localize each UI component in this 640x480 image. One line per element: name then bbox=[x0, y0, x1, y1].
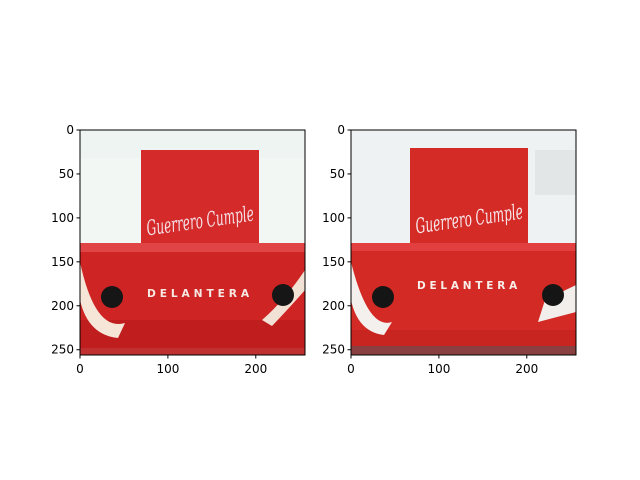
image-right bbox=[351, 130, 576, 355]
ytick-label-left-2: 100 bbox=[51, 211, 74, 225]
ytick-label-left-5: 250 bbox=[51, 343, 74, 357]
ytick-label-left-4: 200 bbox=[51, 299, 74, 313]
xtick-label-right-2: 200 bbox=[515, 362, 538, 376]
sign-caps-text-right: DELANTERA bbox=[417, 279, 521, 292]
ytick-label-right-4: 200 bbox=[322, 299, 345, 313]
ytick-label-right-0: 0 bbox=[337, 123, 345, 137]
subplot-left: Guerrero Cumple DELANTERA 0 100 2000501001… bbox=[51, 123, 306, 376]
ytick-label-right-1: 50 bbox=[330, 167, 345, 181]
xtick-label-left-2: 200 bbox=[244, 362, 267, 376]
ytick-label-right-3: 150 bbox=[322, 255, 345, 269]
xtick-label-left-1: 100 bbox=[156, 362, 179, 376]
ytick-label-left-0: 0 bbox=[66, 123, 74, 137]
xtick-label-right-0: 0 bbox=[347, 362, 355, 376]
image-left bbox=[80, 130, 305, 355]
subplot-right: Guerrero Cumple DELANTERA 0 100 2000501001… bbox=[322, 123, 577, 376]
ytick-label-left-1: 50 bbox=[59, 167, 74, 181]
ytick-label-right-2: 100 bbox=[322, 211, 345, 225]
xtick-label-left-0: 0 bbox=[76, 362, 84, 376]
xtick-label-right-1: 100 bbox=[427, 362, 450, 376]
ytick-label-left-3: 150 bbox=[51, 255, 74, 269]
axes-frame-right bbox=[350, 129, 577, 356]
sign-caps-text-left: DELANTERA bbox=[147, 287, 253, 300]
ticks-left: 0 100 200 0 50 100 150 200 250 bbox=[51, 123, 267, 376]
ticks-right: 0 100 200 0 50 100 150 200 250 bbox=[322, 123, 538, 376]
axes-frame-left bbox=[79, 129, 306, 356]
ytick-label-right-5: 250 bbox=[322, 343, 345, 357]
